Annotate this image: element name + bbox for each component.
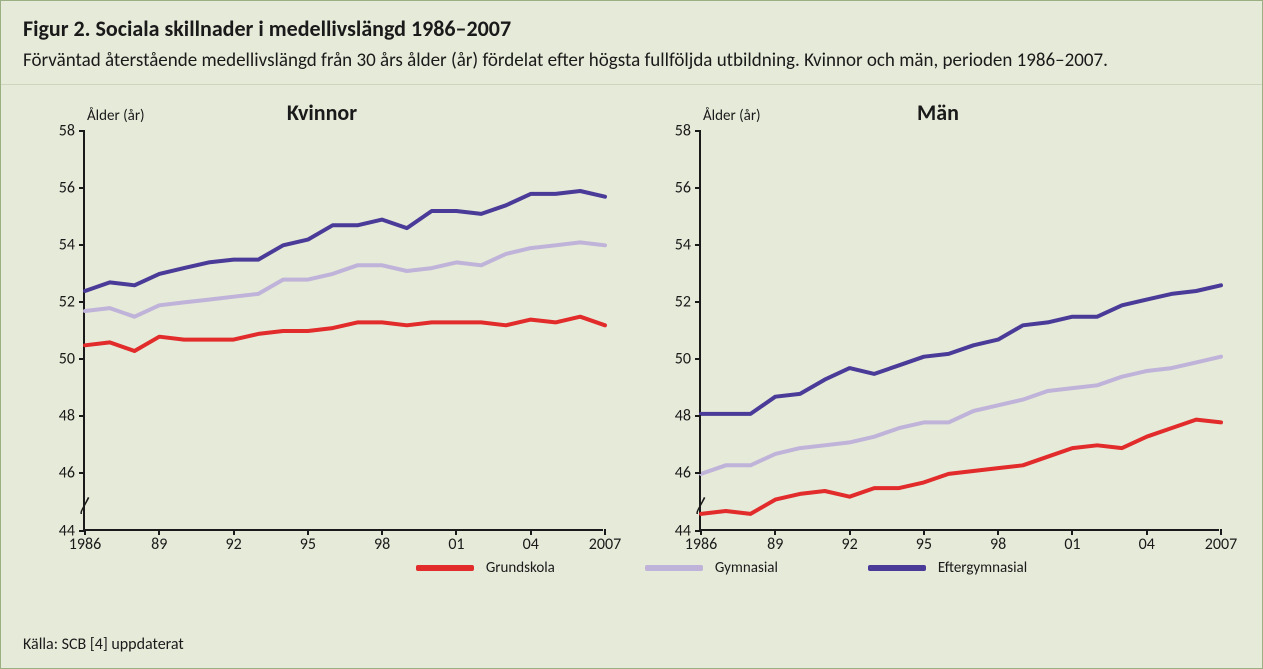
panel-title-man: Män <box>917 99 959 126</box>
panel-man: Män Ålder (år) 〳 44464850525456581986899… <box>643 95 1233 531</box>
legend-item-eftergymnasial: Eftergymnasial <box>868 559 1027 577</box>
legend: Grundskola Gymnasial Eftergymnasial <box>23 559 1240 577</box>
xtick-mark <box>158 529 160 535</box>
xtick-mark <box>455 529 457 535</box>
xtick-label: 98 <box>990 535 1006 554</box>
xtick-label: 2007 <box>589 535 621 554</box>
ytick-label: 50 <box>663 350 691 369</box>
ytick-label: 46 <box>663 464 691 483</box>
header-divider <box>1 84 1262 85</box>
series-grundskola <box>85 316 605 350</box>
xtick-mark <box>381 529 383 535</box>
ytick-label: 48 <box>47 407 75 426</box>
series-gymnasial <box>701 356 1221 473</box>
xtick-label: 95 <box>300 535 316 554</box>
ytick-label: 54 <box>663 235 691 254</box>
xtick-label: 1986 <box>685 535 717 554</box>
ytick-label: 56 <box>47 178 75 197</box>
ytick-mark <box>695 130 701 132</box>
xtick-mark <box>923 529 925 535</box>
ytick-mark <box>695 415 701 417</box>
xtick-mark <box>233 529 235 535</box>
legend-label: Eftergymnasial <box>938 559 1027 577</box>
series-grundskola <box>701 419 1221 513</box>
ytick-mark <box>79 472 85 474</box>
xtick-label: 89 <box>767 535 783 554</box>
legend-item-grundskola: Grundskola <box>416 559 555 577</box>
plot-kvinnor: 〳 444648505254565819868992959801042007 <box>83 131 603 531</box>
xtick-label: 95 <box>916 535 932 554</box>
ytick-mark <box>695 472 701 474</box>
series-gymnasial <box>85 242 605 316</box>
xtick-label: 92 <box>225 535 241 554</box>
legend-label: Grundskola <box>486 559 555 577</box>
xtick-label: 1986 <box>69 535 101 554</box>
ytick-mark <box>695 358 701 360</box>
ytick-mark <box>695 187 701 189</box>
source-text: Källa: SCB [4] uppdaterat <box>23 635 184 654</box>
legend-label: Gymnasial <box>715 559 778 577</box>
panel-kvinnor: Kvinnor Ålder (år) 〳 4446485052545658198… <box>27 95 617 531</box>
xtick-label: 04 <box>1139 535 1155 554</box>
chart-lines-man <box>701 131 1221 531</box>
xtick-mark <box>774 529 776 535</box>
ytick-label: 50 <box>47 350 75 369</box>
figure-title: Figur 2. Sociala skillnader i medellivsl… <box>23 15 1240 42</box>
y-axis-label-man: Ålder (år) <box>703 107 761 125</box>
xtick-label: 92 <box>841 535 857 554</box>
series-eftergymnasial <box>701 285 1221 414</box>
ytick-label: 52 <box>663 293 691 312</box>
xtick-mark <box>849 529 851 535</box>
xtick-mark <box>604 529 606 535</box>
xtick-mark <box>84 529 86 535</box>
ytick-mark <box>79 130 85 132</box>
xtick-mark <box>530 529 532 535</box>
ytick-label: 46 <box>47 464 75 483</box>
ytick-label: 58 <box>47 121 75 140</box>
ytick-mark <box>695 244 701 246</box>
ytick-label: 54 <box>47 235 75 254</box>
xtick-label: 89 <box>151 535 167 554</box>
ytick-label: 48 <box>663 407 691 426</box>
ytick-mark <box>79 187 85 189</box>
ytick-label: 58 <box>663 121 691 140</box>
xtick-mark <box>1071 529 1073 535</box>
y-axis-label-kvinnor: Ålder (år) <box>87 107 145 125</box>
legend-item-gymnasial: Gymnasial <box>645 559 778 577</box>
figure-subtitle: Förväntad återstående medellivslängd frå… <box>23 48 1240 74</box>
xtick-label: 04 <box>523 535 539 554</box>
plot-man: 〳 444648505254565819868992959801042007 <box>699 131 1219 531</box>
xtick-mark <box>1220 529 1222 535</box>
xtick-label: 98 <box>374 535 390 554</box>
legend-swatch-gymnasial <box>645 565 703 571</box>
ytick-mark <box>79 415 85 417</box>
xtick-label: 01 <box>1064 535 1080 554</box>
legend-swatch-grundskola <box>416 565 474 571</box>
xtick-mark <box>1146 529 1148 535</box>
ytick-mark <box>695 301 701 303</box>
panel-title-kvinnor: Kvinnor <box>287 99 357 126</box>
xtick-label: 2007 <box>1205 535 1237 554</box>
ytick-mark <box>79 301 85 303</box>
xtick-mark <box>307 529 309 535</box>
ytick-label: 56 <box>663 178 691 197</box>
chart-lines-kvinnor <box>85 131 605 531</box>
xtick-mark <box>700 529 702 535</box>
ytick-label: 52 <box>47 293 75 312</box>
figure-container: Figur 2. Sociala skillnader i medellivsl… <box>0 0 1263 669</box>
ytick-mark <box>79 244 85 246</box>
panels-row: Kvinnor Ålder (år) 〳 4446485052545658198… <box>23 95 1240 531</box>
xtick-label: 01 <box>448 535 464 554</box>
legend-swatch-eftergymnasial <box>868 565 926 571</box>
series-eftergymnasial <box>85 191 605 291</box>
ytick-mark <box>79 358 85 360</box>
xtick-mark <box>997 529 999 535</box>
